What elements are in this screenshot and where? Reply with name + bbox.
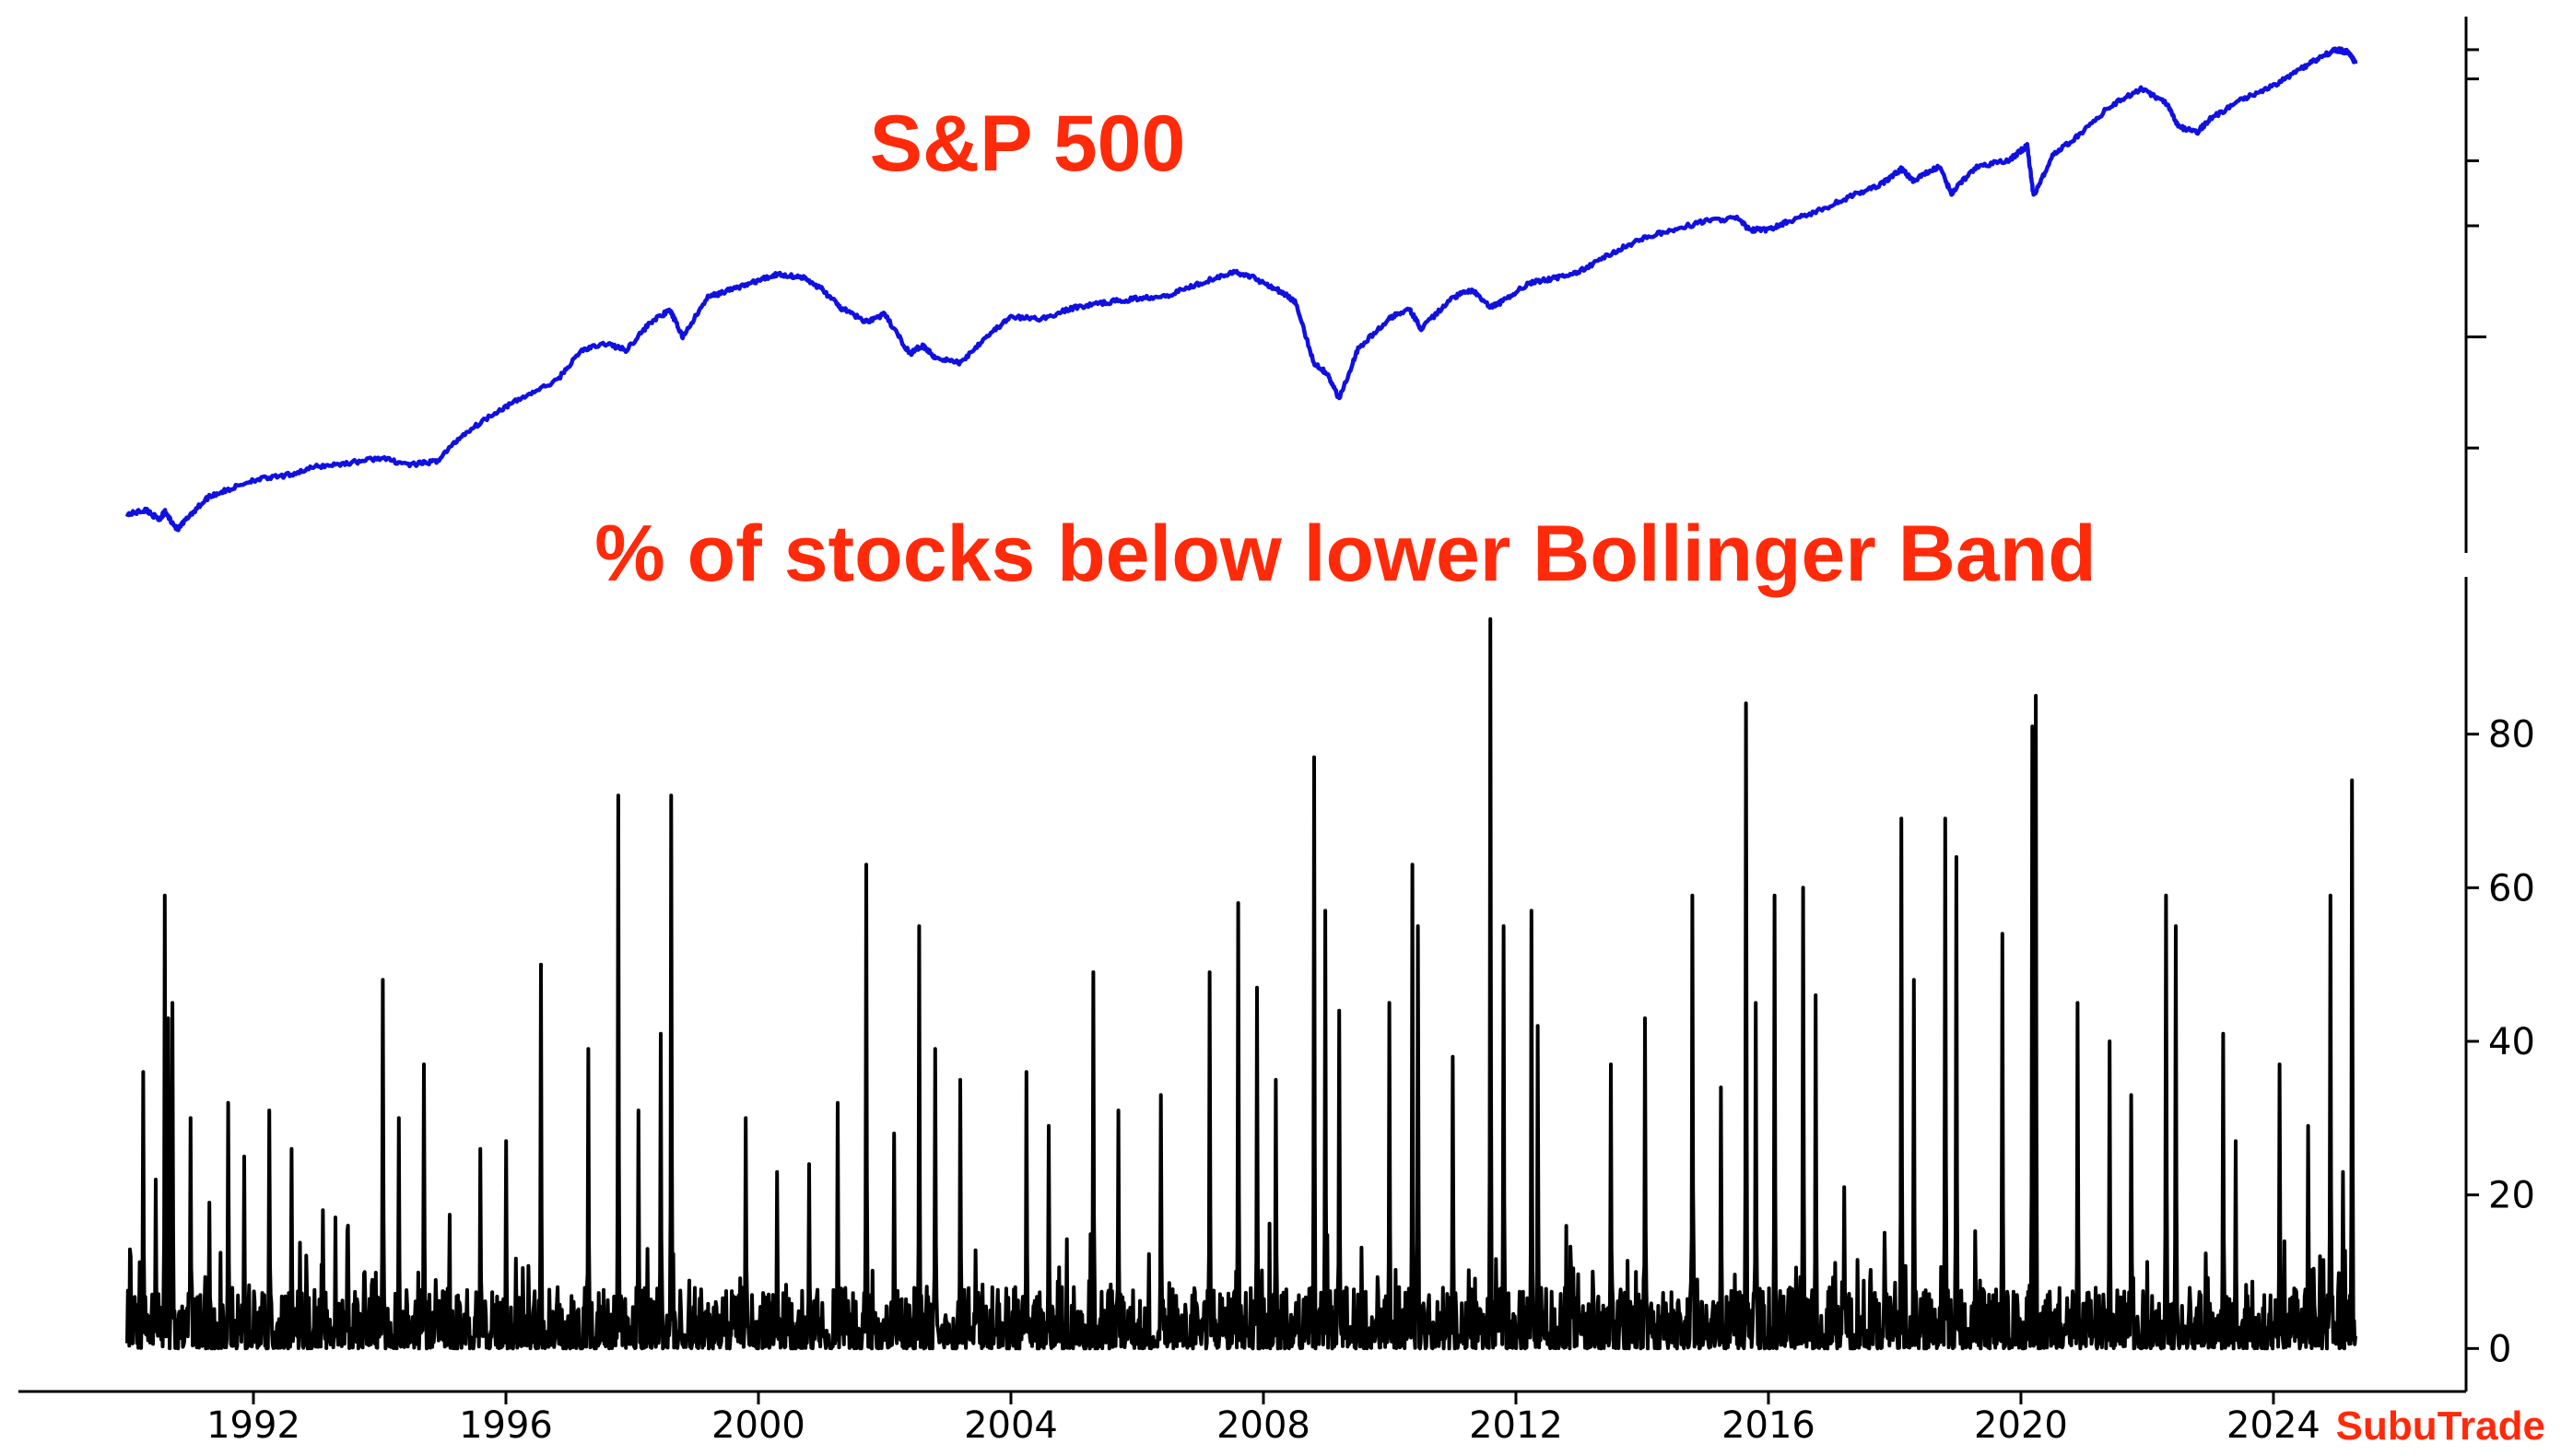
- bollinger-title: % of stocks below lower Bollinger Band: [594, 510, 2096, 598]
- x-tick-label: 2012: [1469, 1404, 1563, 1447]
- x-axis-ticks: 1992 1996 2000 2004 2008 2012 2016 2020 2024: [206, 1391, 2320, 1447]
- x-tick-label: 1996: [459, 1404, 553, 1447]
- x-tick-label: 2000: [711, 1404, 805, 1447]
- y-tick-label: 20: [2488, 1175, 2535, 1217]
- x-tick-label: 2008: [1216, 1404, 1310, 1447]
- y-tick-label: 40: [2488, 1021, 2535, 1063]
- bollinger-panel: 0 20 40 60 80 1992 1996 2000 2004 2008 2012 2016 20…: [18, 510, 2535, 1447]
- sp500-series-line: [124, 46, 2358, 533]
- bollinger-series-line: [125, 616, 2357, 1351]
- y-tick-label: 80: [2488, 714, 2535, 757]
- y-tick-label: 60: [2488, 867, 2535, 910]
- x-tick-label: 2024: [2226, 1404, 2320, 1447]
- watermark-logo: SubuTrade: [2336, 1403, 2545, 1449]
- x-tick-label: 2004: [964, 1404, 1058, 1447]
- x-tick-label: 2020: [1974, 1404, 2068, 1447]
- sp500-title: S&P 500: [870, 100, 1186, 188]
- y-tick-label: 0: [2488, 1328, 2511, 1370]
- bollinger-y-ticks: 0 20 40 60 80: [2466, 714, 2535, 1370]
- x-tick-label: 2016: [1721, 1404, 1815, 1447]
- sp500-y-ticks: [2466, 48, 2486, 450]
- x-tick-label: 1992: [206, 1404, 300, 1447]
- sp500-panel: S&P 500: [124, 17, 2486, 553]
